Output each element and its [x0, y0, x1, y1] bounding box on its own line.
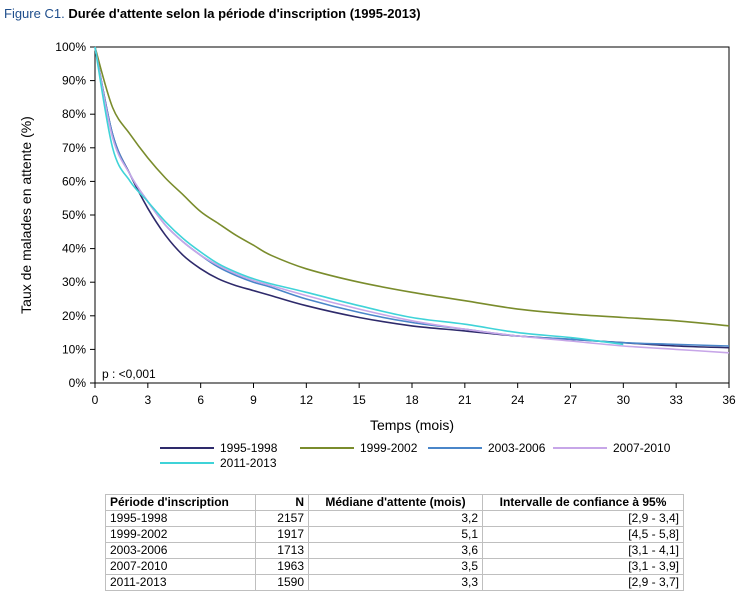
cell-ci: [3,1 - 4,1]: [482, 542, 684, 559]
y-axis-title: Taux de malades en attente (%): [18, 116, 34, 314]
cell-n: 1917: [255, 526, 309, 543]
legend-item: 2007-2010: [553, 441, 671, 455]
cell-median: 3,6: [308, 542, 483, 559]
x-tick-label: 24: [511, 393, 525, 407]
x-axis: 0 3 6 9 12 15 18 21 24 27 30 33 36: [92, 383, 736, 407]
legend-label: 1999-2002: [360, 441, 418, 455]
y-tick-label: 80%: [62, 107, 86, 121]
legend-label: 2011-2013: [220, 456, 277, 470]
series-line-1999-2002: [94, 46, 730, 327]
header-median: Médiane d'attente (mois): [308, 494, 483, 511]
cell-period: 2011-2013: [105, 574, 256, 591]
legend: 1995-1998 1999-2002 2003-2006 2007-2010 2011…: [160, 441, 671, 470]
cell-period: 1999-2002: [105, 526, 256, 543]
table-row: 1995-1998 2157 3,2 [2,9 - 3,4]: [105, 510, 684, 527]
x-tick-label: 36: [722, 393, 736, 407]
cell-ci: [2,9 - 3,4]: [482, 510, 684, 527]
x-tick-label: 18: [405, 393, 419, 407]
header-period: Période d'inscription: [105, 494, 256, 511]
x-tick-label: 33: [669, 393, 683, 407]
cell-ci: [2,9 - 3,7]: [482, 574, 684, 591]
x-tick-label: 6: [197, 393, 204, 407]
legend-item: 1995-1998: [160, 441, 278, 455]
cell-ci: [3,1 - 3,9]: [482, 558, 684, 575]
x-tick-label: 0: [92, 393, 99, 407]
legend-label: 2003-2006: [488, 441, 546, 455]
series-lines: [94, 46, 730, 354]
y-tick-label: 60%: [62, 174, 86, 188]
cell-median: 3,3: [308, 574, 483, 591]
x-axis-title: Temps (mois): [370, 417, 454, 433]
table-row: 2007-2010 1963 3,5 [3,1 - 3,9]: [105, 558, 684, 575]
table-row: 2003-2006 1713 3,6 [3,1 - 4,1]: [105, 542, 684, 559]
cell-period: 2003-2006: [105, 542, 256, 559]
cell-n: 2157: [255, 510, 309, 527]
cell-period: 1995-1998: [105, 510, 256, 527]
cell-period: 2007-2010: [105, 558, 256, 575]
legend-item: 2003-2006: [428, 441, 546, 455]
legend-item: 1999-2002: [300, 441, 418, 455]
x-tick-label: 21: [458, 393, 472, 407]
x-tick-label: 27: [564, 393, 578, 407]
median-wait-table: Période d'inscription N Médiane d'attent…: [105, 494, 684, 591]
table-row: 1999-2002 1917 5,1 [4,5 - 5,8]: [105, 526, 684, 543]
cell-median: 3,2: [308, 510, 483, 527]
series-line-1995-1998: [94, 46, 730, 349]
y-tick-label: 30%: [62, 275, 86, 289]
y-tick-label: 10%: [62, 342, 86, 356]
figure-label: Figure C1.: [4, 6, 65, 21]
x-tick-label: 15: [352, 393, 366, 407]
y-tick-label: 70%: [62, 141, 86, 155]
y-tick-label: 20%: [62, 309, 86, 323]
table-header-row: Période d'inscription N Médiane d'attent…: [105, 494, 684, 511]
legend-label: 2007-2010: [613, 441, 671, 455]
cell-n: 1963: [255, 558, 309, 575]
plot-frame: [94, 46, 730, 384]
header-n: N: [255, 494, 309, 511]
legend-item: 2011-2013: [160, 456, 277, 470]
cell-n: 1590: [255, 574, 309, 591]
figure-title-text: Durée d'attente selon la période d'inscr…: [68, 6, 421, 21]
cell-n: 1713: [255, 542, 309, 559]
cell-median: 3,5: [308, 558, 483, 575]
x-tick-label: 3: [144, 393, 151, 407]
x-tick-label: 9: [250, 393, 257, 407]
y-tick-label: 40%: [62, 242, 86, 256]
y-tick-label: 50%: [62, 208, 86, 222]
series-line-2003-2006: [94, 46, 730, 347]
y-axis: 0% 10% 20% 30% 40% 50% 60% 70% 80% 90% 100%: [55, 40, 95, 390]
figure-title: Figure C1. Durée d'attente selon la péri…: [4, 6, 421, 21]
p-value-annotation: p : <0,001: [102, 367, 156, 381]
y-tick-label: 90%: [62, 74, 86, 88]
table-row: 2011-2013 1590 3,3 [2,9 - 3,7]: [105, 574, 684, 591]
cell-ci: [4,5 - 5,8]: [482, 526, 684, 543]
survival-chart: 0%10%20%30%40%50%60%70%80%90%100% 0 3 6 9 12…: [18, 40, 736, 470]
series-line-2007-2010: [94, 46, 730, 354]
x-tick-label: 12: [300, 393, 314, 407]
header-ci: Intervalle de confiance à 95%: [482, 494, 684, 511]
cell-median: 5,1: [308, 526, 483, 543]
y-tick-label: 100%: [55, 40, 86, 54]
series-line-2011-2013: [94, 46, 624, 346]
x-tick-label: 30: [617, 393, 631, 407]
y-tick-label: 0%: [69, 376, 87, 390]
legend-label: 1995-1998: [220, 441, 278, 455]
